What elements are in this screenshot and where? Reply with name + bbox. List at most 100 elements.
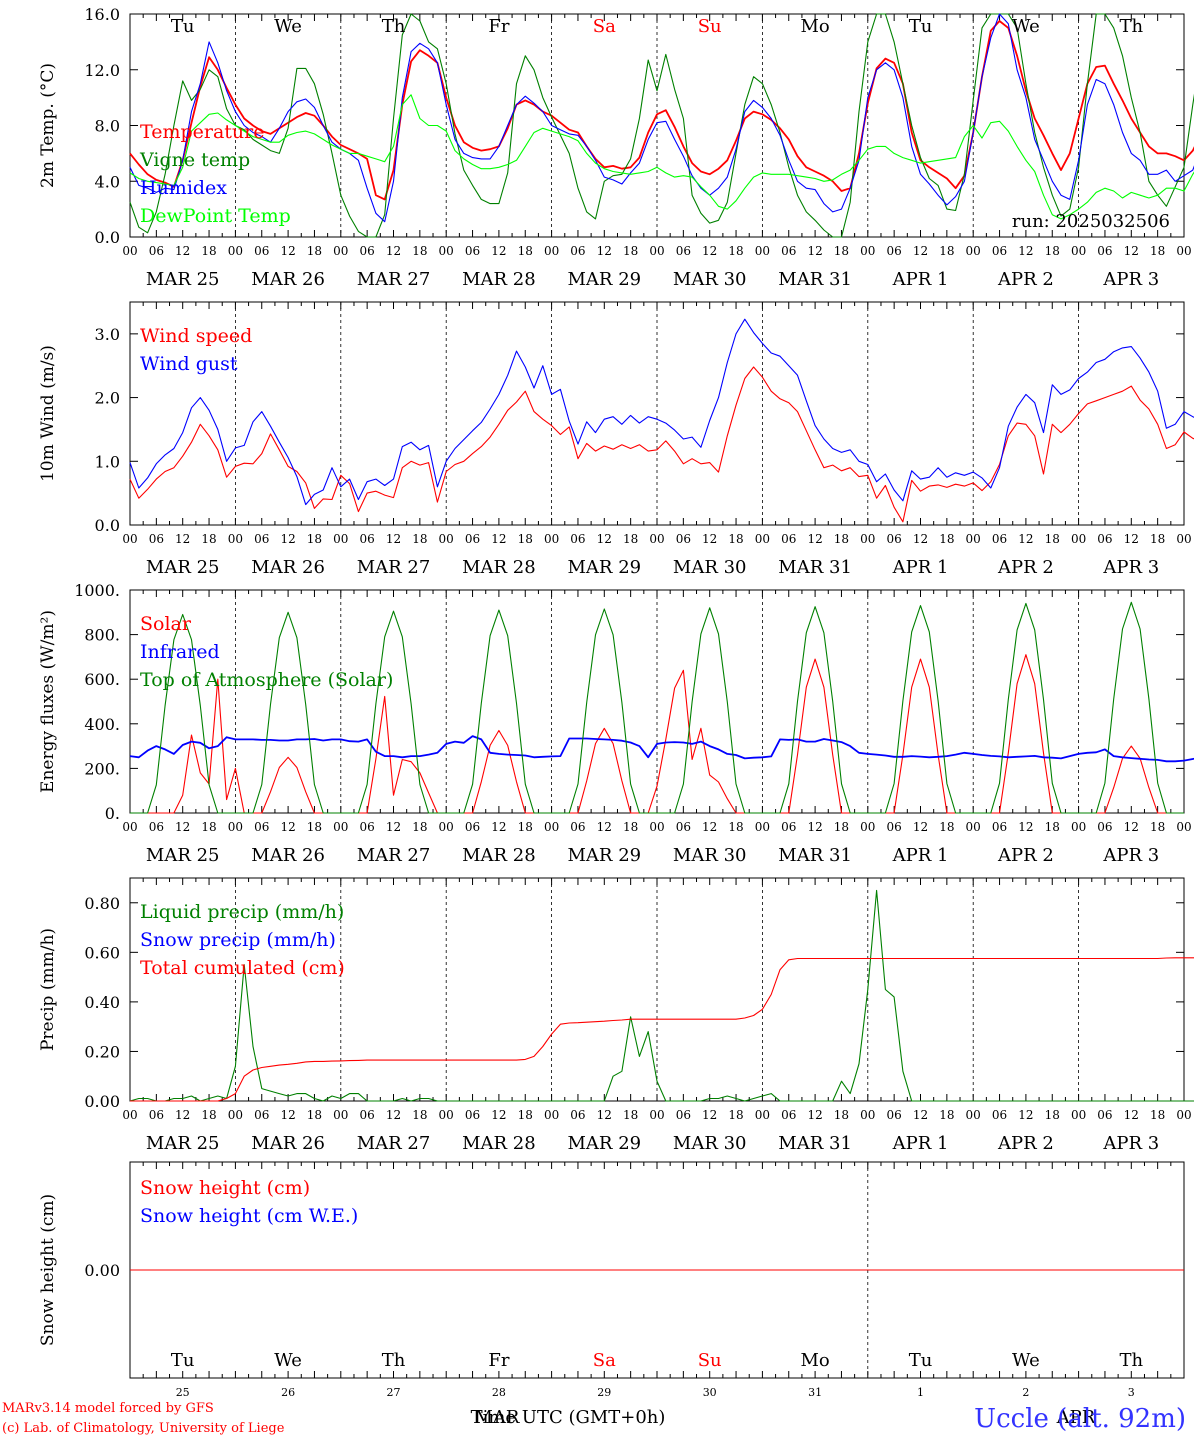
date-label: MAR 31 [778,1133,852,1154]
y-tick-label: 800. [84,626,120,645]
date-label: MAR 30 [673,1133,747,1154]
hour-label: 06 [149,1108,164,1122]
hour-label: 06 [1097,1108,1112,1122]
hour-label: 18 [623,1108,638,1122]
hour-label: 06 [781,532,796,546]
series-line-wind-speed [129,366,1194,523]
hour-label: 18 [1150,532,1165,546]
hour-label: 18 [201,820,216,834]
hour-label: 12 [491,1108,506,1122]
y-tick-label: 0.60 [84,943,120,962]
weekday-label: Fr [488,1350,509,1371]
hour-label: 00 [1071,820,1086,834]
hour-label: 18 [1045,1108,1060,1122]
hour-label: 00 [1176,820,1191,834]
hour-label: 00 [544,244,559,258]
y-tick-label: 12.0 [84,61,120,80]
hour-label: 12 [386,820,401,834]
hour-label: 12 [280,1108,295,1122]
hour-label: 12 [702,1108,717,1122]
hour-label: 12 [702,532,717,546]
hour-label: 12 [280,532,295,546]
hour-label: 18 [201,244,216,258]
hour-label: 18 [834,1108,849,1122]
date-label: MAR 31 [778,269,852,290]
hour-label: 12 [1124,532,1139,546]
hour-label: 06 [570,1108,585,1122]
series-line-liquid-precip-mm-h- [129,889,1194,1102]
legend-entry: Wind speed [140,325,252,347]
hour-label: 00 [860,820,875,834]
series-line-top-of-atmosphere-solar- [130,601,1184,814]
day-number: 29 [597,1386,611,1399]
hour-label: 06 [360,244,375,258]
hour-label: 18 [307,244,322,258]
hour-label: 06 [781,820,796,834]
hour-label: 00 [860,1108,875,1122]
weekday-label: Sa [593,16,616,37]
hour-label: 06 [360,820,375,834]
hour-label: 00 [333,532,348,546]
date-label: MAR 29 [567,269,641,290]
hour-label: 18 [623,820,638,834]
hour-label: 12 [491,532,506,546]
hour-label: 06 [992,1108,1007,1122]
hour-label: 06 [570,532,585,546]
hour-label: 18 [1045,532,1060,546]
hour-label: 12 [913,1108,928,1122]
hour-label: 18 [1150,820,1165,834]
hour-label: 00 [228,532,243,546]
date-label: MAR 31 [778,845,852,866]
hour-label: 06 [992,820,1007,834]
hour-label: 00 [860,244,875,258]
hour-label: 18 [518,1108,533,1122]
y-axis-label: Energy fluxes (W/m²) [38,610,58,793]
y-tick-label: 1.0 [95,452,120,471]
hour-label: 06 [254,1108,269,1122]
hour-label: 06 [360,532,375,546]
legend-entry: Infrared [140,641,220,663]
date-label: MAR 26 [251,1133,325,1154]
legend-entry: Top of Atmosphere (Solar) [140,669,393,691]
run-annotation: run: 2025032506 [1012,211,1170,232]
hour-label: 18 [307,1108,322,1122]
hour-label: 12 [1018,1108,1033,1122]
hour-label: 06 [1097,820,1112,834]
hour-label: 00 [122,244,137,258]
hour-label: 18 [412,1108,427,1122]
hour-label: 12 [1124,820,1139,834]
hour-label: 06 [676,1108,691,1122]
hour-label: 12 [491,820,506,834]
hour-label: 18 [412,820,427,834]
legend-entry: Snow height (cm W.E.) [140,1205,358,1227]
hour-label: 18 [728,532,743,546]
date-label: MAR 29 [567,845,641,866]
y-tick-label: 200. [84,759,120,778]
weekday-label: Su [698,16,722,37]
hour-label: 12 [913,820,928,834]
weekday-label: We [274,1350,302,1371]
hour-label: 12 [1018,532,1033,546]
date-label: MAR 27 [357,557,431,578]
hour-label: 00 [122,820,137,834]
legend-entry: Liquid precip (mm/h) [140,901,344,923]
legend-entry: Temperature [140,121,264,143]
date-label: APR 1 [892,557,949,578]
legend-entry: Snow precip (mm/h) [140,929,336,951]
hour-label: 06 [992,532,1007,546]
hour-label: 12 [1018,820,1033,834]
date-label: APR 1 [892,269,949,290]
hour-label: 00 [544,820,559,834]
date-label: MAR 28 [462,1133,536,1154]
legend-entry: DewPoint Temp [140,205,291,227]
hour-label: 12 [1124,244,1139,258]
date-label: MAR 27 [357,845,431,866]
y-axis-label: 10m Wind (m/s) [38,345,58,482]
date-label: MAR 28 [462,845,536,866]
date-label: APR 2 [997,1133,1054,1154]
weekday-label: We [1012,16,1040,37]
hour-label: 12 [702,820,717,834]
hour-label: 06 [781,244,796,258]
hour-label: 18 [1045,820,1060,834]
hour-label: 00 [1176,244,1191,258]
